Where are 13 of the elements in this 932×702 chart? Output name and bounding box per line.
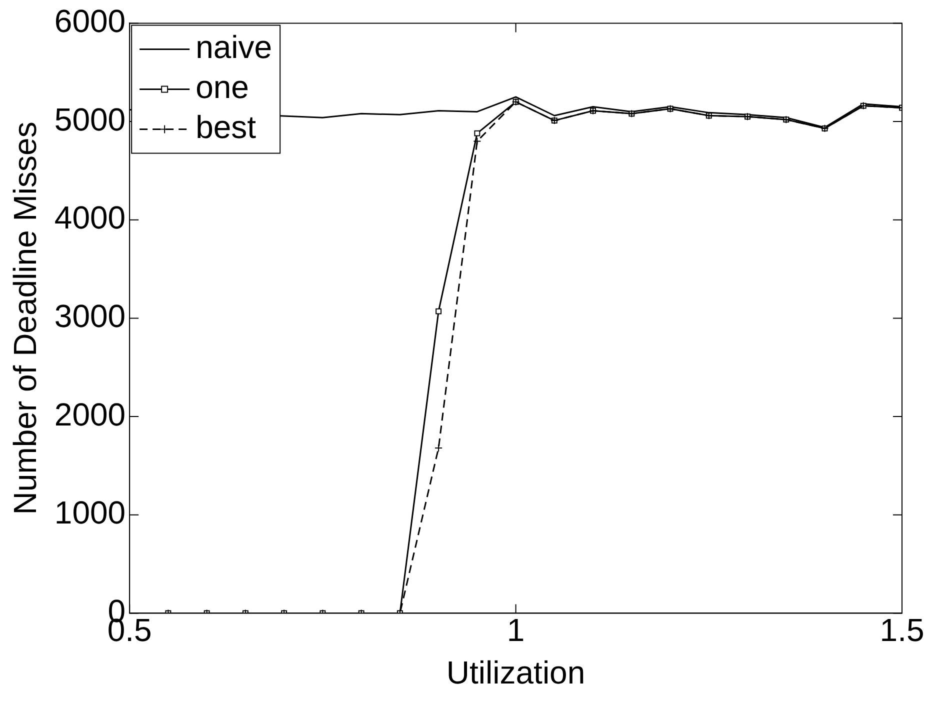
y-tick-label: 3000 xyxy=(54,298,126,334)
y-tick-label: 5000 xyxy=(54,101,126,138)
x-tick-label: 1 xyxy=(506,612,525,648)
y-tick-label: 2000 xyxy=(54,396,126,432)
x-tick-label: 1.5 xyxy=(880,612,924,648)
legend-label: best xyxy=(196,109,256,146)
y-tick-label: 6000 xyxy=(54,3,126,40)
y-axis-title: Number of Deadline Misses xyxy=(7,122,44,515)
y-tick-label: 1000 xyxy=(54,494,126,531)
y-tick-label: 4000 xyxy=(54,200,126,236)
x-axis-title: Utilization xyxy=(446,654,586,691)
legend-label: naive xyxy=(196,29,272,66)
legend-label: one xyxy=(196,69,249,106)
